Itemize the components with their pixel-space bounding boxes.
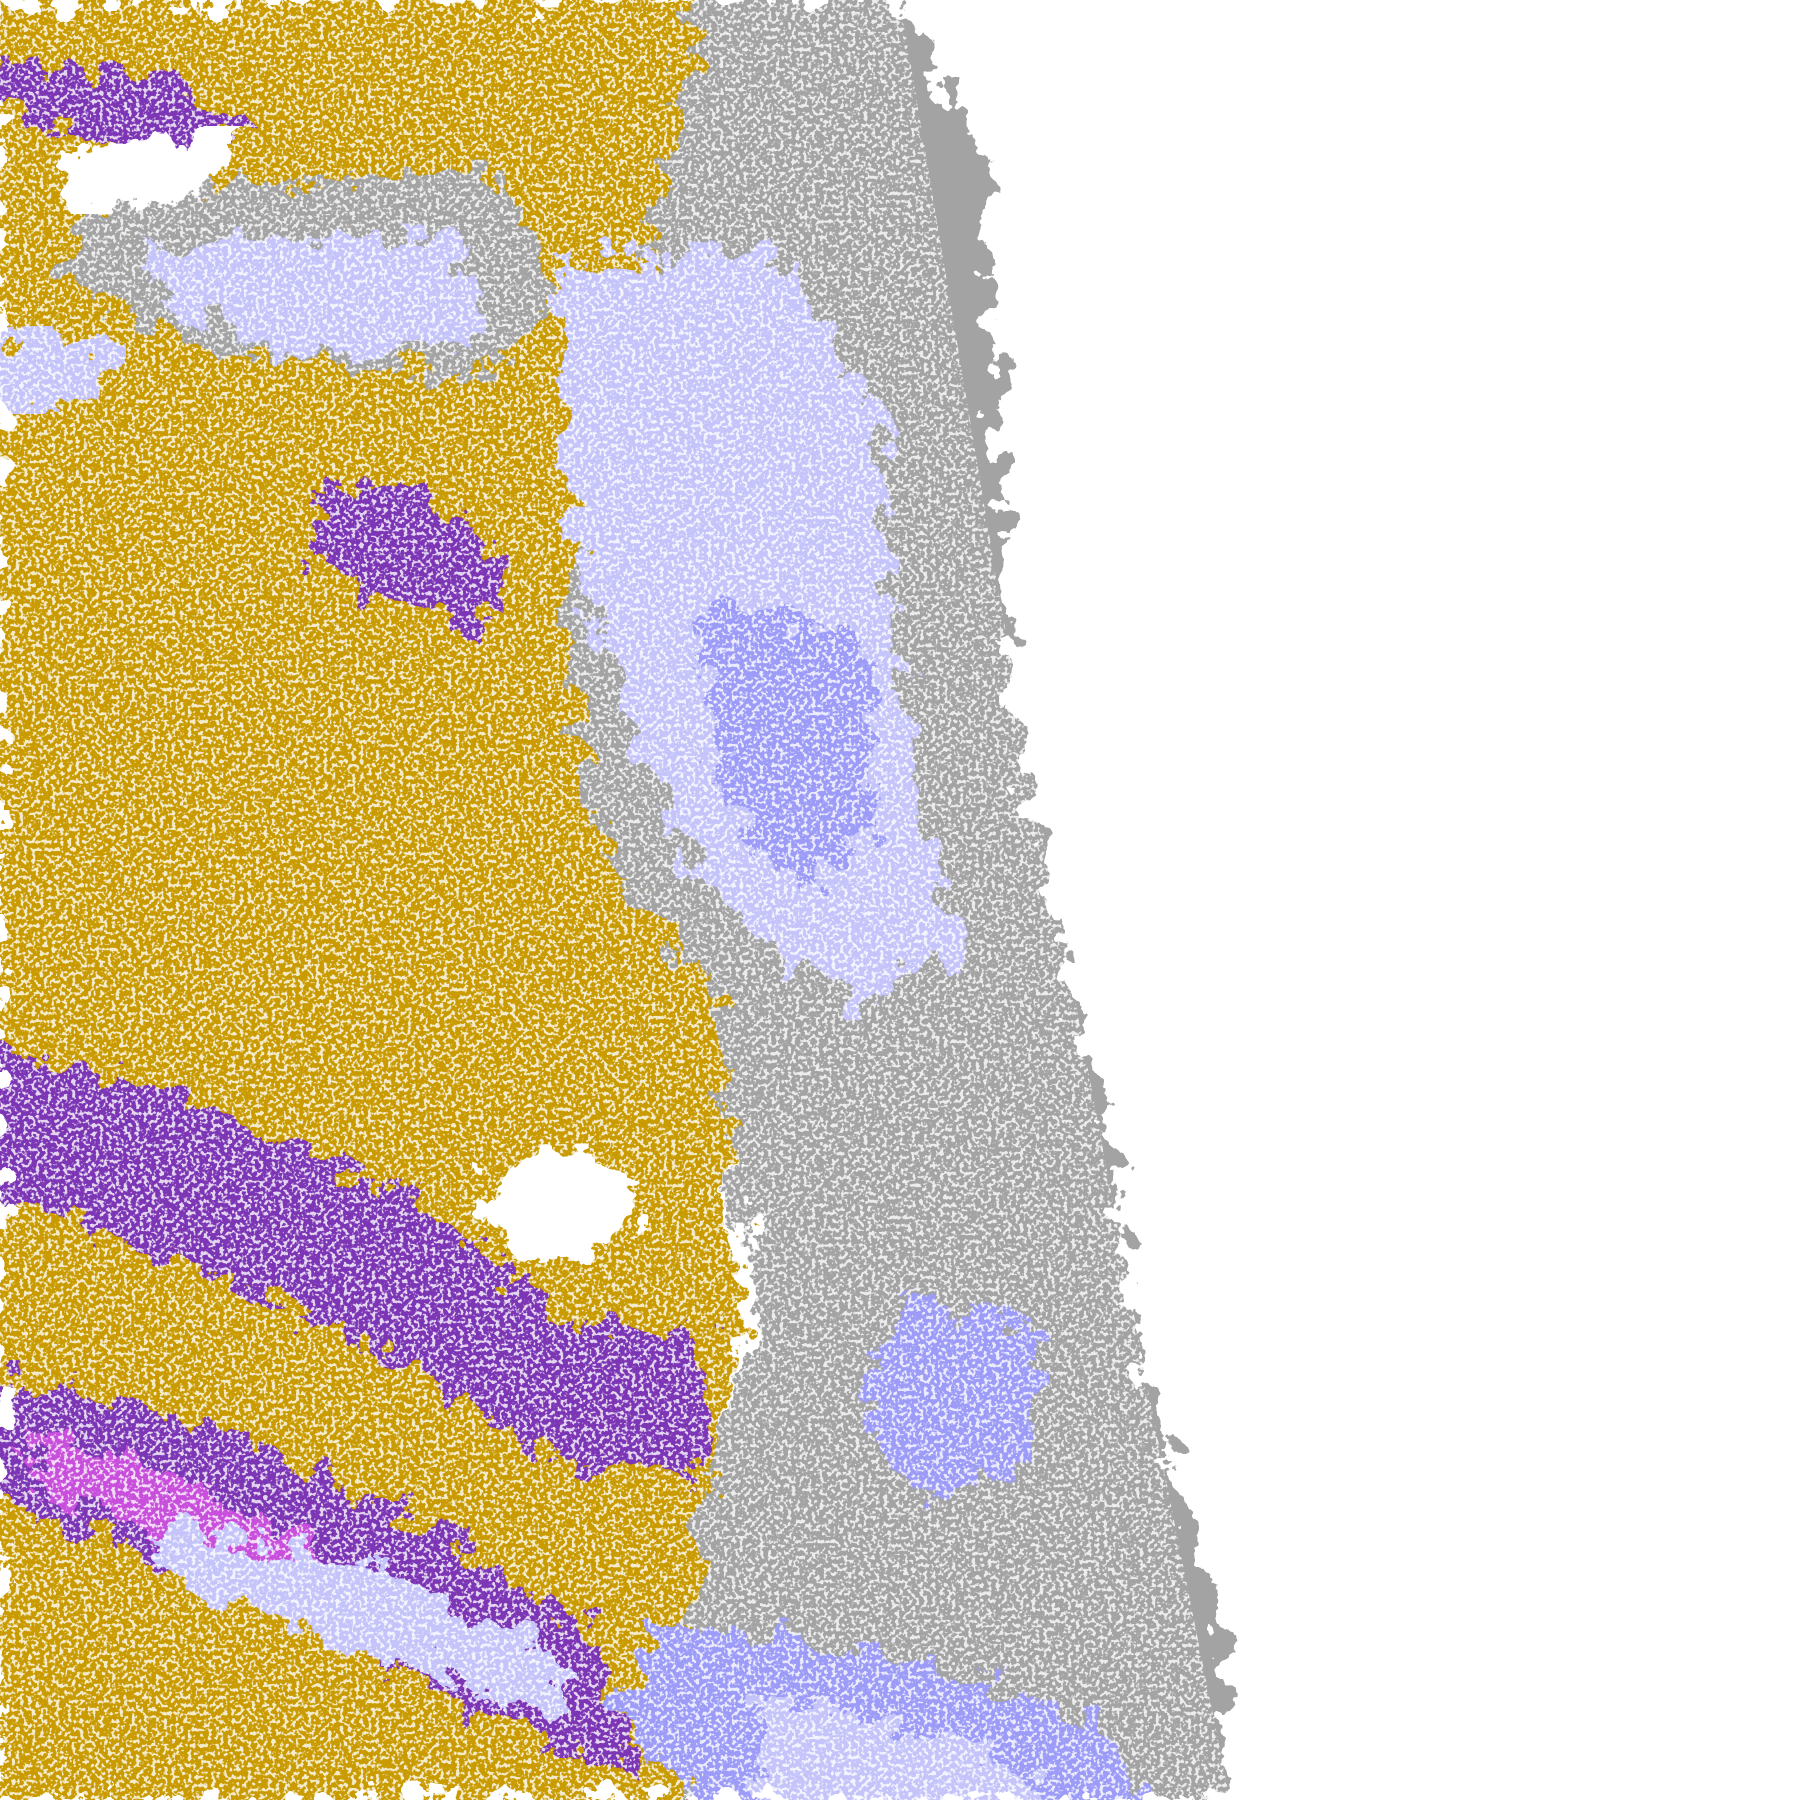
clear-sky-speckle bbox=[0, 0, 1230, 1800]
cloud-type-layers bbox=[0, 0, 1230, 1800]
